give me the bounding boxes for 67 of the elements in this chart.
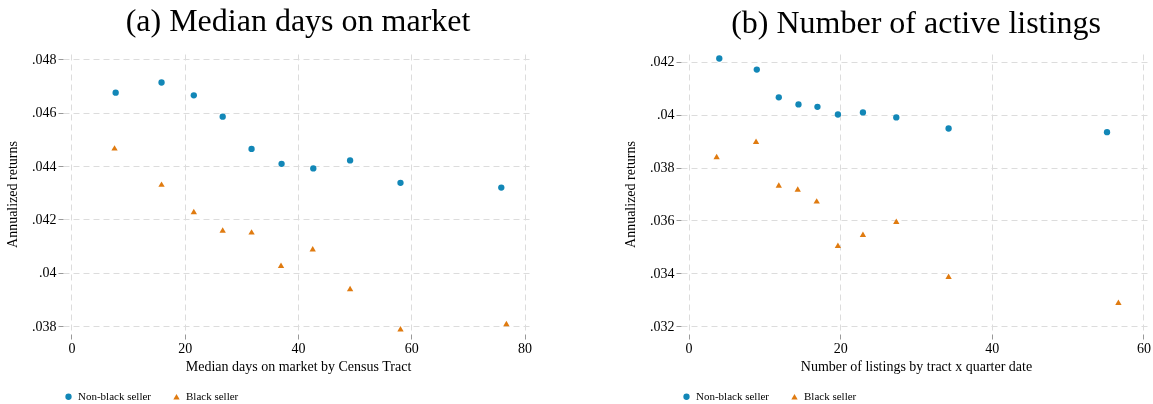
point <box>111 145 118 151</box>
x-tick-label: 60 <box>404 340 419 356</box>
point <box>278 160 285 168</box>
point <box>346 285 354 292</box>
point <box>753 66 760 73</box>
legend-label: Black seller <box>804 389 857 402</box>
point <box>1103 129 1111 136</box>
legend-label: Non-black seller <box>696 389 770 402</box>
point <box>893 218 900 224</box>
y-axis-title: Annualized returns <box>623 141 638 248</box>
y-tick-label: .04 <box>657 107 675 123</box>
point <box>248 145 255 153</box>
x-tick-label: 20 <box>178 340 193 356</box>
y-tick-label: .032 <box>650 318 675 334</box>
point <box>775 94 782 101</box>
point <box>859 231 867 237</box>
point <box>190 92 197 99</box>
x-tick-label: 0 <box>68 340 76 356</box>
point <box>112 89 119 96</box>
point <box>813 198 820 204</box>
y-tick-label: .048 <box>32 51 57 67</box>
point <box>346 157 354 164</box>
point <box>752 138 760 144</box>
point <box>834 111 842 118</box>
point <box>859 109 867 116</box>
x-tick-label: 40 <box>291 340 306 356</box>
y-tick-label: .044 <box>32 158 57 174</box>
point <box>219 113 226 120</box>
point <box>498 184 505 191</box>
point <box>277 262 285 268</box>
point <box>219 227 226 233</box>
x-tick-label: 40 <box>985 340 1000 356</box>
x-tick-label: 60 <box>1136 340 1151 356</box>
point <box>158 79 165 86</box>
point <box>795 101 802 108</box>
x-axis-title: Number of listings by tract x quarter date <box>800 358 1033 374</box>
point <box>834 242 842 248</box>
point <box>794 186 801 192</box>
point <box>716 55 723 62</box>
legend-label: Non-black seller <box>78 389 152 402</box>
legend-label: Black seller <box>186 389 239 402</box>
y-tick-label: .042 <box>32 211 57 227</box>
point <box>945 273 952 279</box>
y-tick-label: .038 <box>32 318 57 334</box>
point <box>158 181 165 187</box>
point <box>893 114 900 121</box>
y-tick-label: .046 <box>32 105 57 121</box>
x-tick-label: 0 <box>685 340 693 356</box>
y-tick-label: .042 <box>650 54 675 70</box>
point <box>310 165 317 172</box>
x-tick-label: 20 <box>833 340 848 356</box>
x-axis-title: Median days on market by Census Tract <box>185 358 412 374</box>
point <box>814 103 821 110</box>
point <box>945 125 952 132</box>
y-tick-label: .036 <box>650 212 675 228</box>
point <box>397 179 404 186</box>
point <box>775 182 782 188</box>
y-tick-label: .038 <box>650 160 675 176</box>
y-tick-label: .04 <box>39 265 57 281</box>
chart-title: (a) Median days on market <box>125 2 471 39</box>
point <box>1115 299 1122 306</box>
y-axis-title: Annualized returns <box>5 141 20 248</box>
x-tick-label: 80 <box>518 340 533 356</box>
y-tick-label: .034 <box>650 265 675 281</box>
chart-title: (b) Number of active listings <box>731 4 1101 40</box>
point <box>713 153 720 160</box>
point <box>248 229 255 235</box>
